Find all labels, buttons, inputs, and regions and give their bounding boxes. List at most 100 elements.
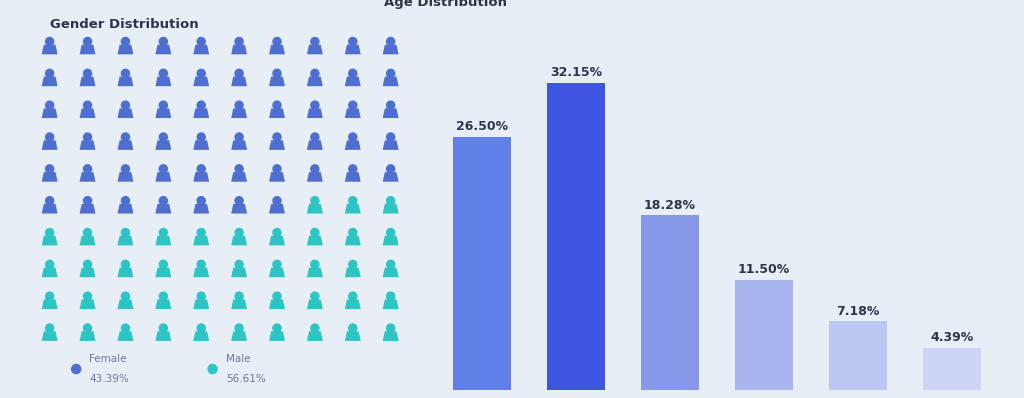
Circle shape	[160, 228, 167, 237]
Circle shape	[273, 165, 281, 173]
Circle shape	[236, 292, 243, 300]
Circle shape	[198, 165, 205, 173]
Text: 32.15%: 32.15%	[550, 66, 602, 79]
PathPatch shape	[307, 172, 323, 182]
Circle shape	[198, 37, 205, 46]
PathPatch shape	[42, 331, 57, 341]
PathPatch shape	[269, 172, 285, 182]
PathPatch shape	[231, 236, 247, 246]
PathPatch shape	[345, 267, 360, 277]
PathPatch shape	[194, 45, 209, 55]
Circle shape	[198, 69, 205, 78]
PathPatch shape	[156, 76, 171, 86]
PathPatch shape	[194, 140, 209, 150]
PathPatch shape	[383, 172, 398, 182]
PathPatch shape	[42, 299, 57, 309]
Text: Male: Male	[226, 355, 251, 365]
PathPatch shape	[118, 331, 133, 341]
PathPatch shape	[118, 45, 133, 55]
PathPatch shape	[345, 140, 360, 150]
PathPatch shape	[383, 204, 398, 214]
Circle shape	[349, 165, 356, 173]
Circle shape	[236, 228, 243, 237]
Circle shape	[122, 69, 129, 78]
PathPatch shape	[383, 267, 398, 277]
PathPatch shape	[42, 140, 57, 150]
PathPatch shape	[269, 267, 285, 277]
Text: Female: Female	[89, 355, 127, 365]
Circle shape	[160, 165, 167, 173]
Circle shape	[273, 37, 281, 46]
Circle shape	[273, 69, 281, 78]
PathPatch shape	[80, 76, 95, 86]
Circle shape	[387, 69, 394, 78]
PathPatch shape	[80, 331, 95, 341]
Circle shape	[273, 101, 281, 109]
Circle shape	[236, 37, 243, 46]
PathPatch shape	[231, 108, 247, 118]
PathPatch shape	[42, 45, 57, 55]
Circle shape	[311, 292, 318, 300]
PathPatch shape	[345, 172, 360, 182]
Circle shape	[84, 324, 91, 332]
Circle shape	[273, 228, 281, 237]
PathPatch shape	[80, 236, 95, 246]
Circle shape	[349, 133, 356, 141]
PathPatch shape	[231, 204, 247, 214]
PathPatch shape	[194, 267, 209, 277]
PathPatch shape	[231, 331, 247, 341]
PathPatch shape	[307, 236, 323, 246]
Circle shape	[84, 133, 91, 141]
PathPatch shape	[194, 236, 209, 246]
PathPatch shape	[118, 236, 133, 246]
PathPatch shape	[118, 76, 133, 86]
Bar	[453, 137, 511, 390]
Text: 18.28%: 18.28%	[644, 199, 695, 212]
PathPatch shape	[269, 140, 285, 150]
Circle shape	[84, 292, 91, 300]
Circle shape	[273, 133, 281, 141]
Circle shape	[122, 37, 129, 46]
Circle shape	[160, 37, 167, 46]
Circle shape	[387, 101, 394, 109]
Circle shape	[46, 228, 53, 237]
Circle shape	[198, 292, 205, 300]
Text: 7.18%: 7.18%	[837, 304, 880, 318]
Circle shape	[349, 69, 356, 78]
Circle shape	[349, 228, 356, 237]
Circle shape	[198, 197, 205, 205]
Circle shape	[84, 228, 91, 237]
Circle shape	[236, 101, 243, 109]
Circle shape	[349, 324, 356, 332]
Bar	[641, 215, 699, 390]
PathPatch shape	[231, 140, 247, 150]
Circle shape	[72, 365, 81, 374]
Circle shape	[122, 228, 129, 237]
Circle shape	[160, 197, 167, 205]
PathPatch shape	[383, 108, 398, 118]
PathPatch shape	[269, 76, 285, 86]
Circle shape	[311, 324, 318, 332]
Circle shape	[122, 133, 129, 141]
Text: 43.39%: 43.39%	[89, 374, 129, 384]
Circle shape	[122, 260, 129, 269]
Circle shape	[387, 292, 394, 300]
PathPatch shape	[42, 172, 57, 182]
Circle shape	[122, 101, 129, 109]
Circle shape	[160, 133, 167, 141]
PathPatch shape	[80, 299, 95, 309]
PathPatch shape	[345, 204, 360, 214]
Circle shape	[387, 324, 394, 332]
PathPatch shape	[194, 76, 209, 86]
PathPatch shape	[194, 108, 209, 118]
Circle shape	[349, 37, 356, 46]
Circle shape	[122, 324, 129, 332]
PathPatch shape	[231, 45, 247, 55]
Circle shape	[349, 197, 356, 205]
PathPatch shape	[345, 45, 360, 55]
PathPatch shape	[269, 331, 285, 341]
Circle shape	[122, 292, 129, 300]
Circle shape	[84, 69, 91, 78]
PathPatch shape	[383, 45, 398, 55]
PathPatch shape	[156, 331, 171, 341]
